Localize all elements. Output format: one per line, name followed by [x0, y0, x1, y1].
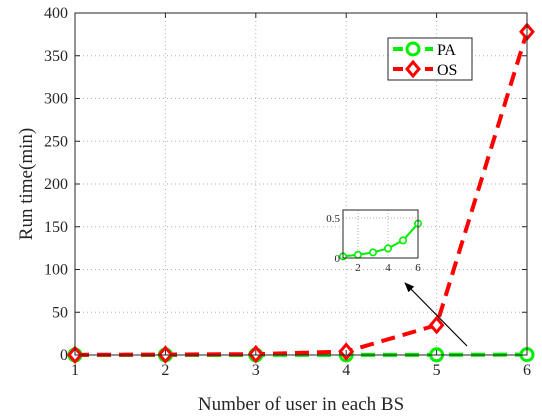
y-tick-label: 0 — [60, 347, 68, 364]
y-tick-label: 50 — [52, 304, 68, 321]
x-tick-label: 3 — [252, 362, 260, 379]
y-tick-label: 100 — [44, 262, 68, 279]
inset-tick-labels: 2 4 6 0 0.5 — [326, 213, 421, 274]
inset-x-tick-label: 4 — [385, 262, 391, 274]
legend-box — [387, 37, 473, 81]
inset-x-tick-label: 6 — [415, 262, 421, 274]
annotation-arrow — [404, 282, 468, 347]
ticks — [74, 12, 528, 356]
y-tick-label: 400 — [44, 5, 68, 22]
inset-chart: 2 4 6 0 0.5 — [326, 209, 422, 274]
inset-y-tick-label: 0 — [335, 253, 341, 265]
y-tick-label: 250 — [44, 133, 68, 150]
x-axis-title: Number of user in each BS — [198, 394, 404, 415]
y-tick-label: 200 — [44, 176, 68, 193]
x-tick-label: 1 — [71, 362, 79, 379]
inset-data-point — [398, 236, 407, 245]
inset-x-tick-label: 2 — [355, 262, 361, 274]
x-tick-label: 4 — [342, 362, 350, 379]
x-tick-label: 6 — [523, 362, 531, 379]
data-point-os — [428, 315, 445, 335]
y-tick-label: 350 — [44, 48, 68, 65]
y-tick-label: 300 — [44, 91, 68, 108]
inset-data-point — [383, 244, 392, 253]
inset-frame — [342, 209, 419, 259]
tick-labels: 1 2 3 4 5 6 0 50 100 150 200 250 300 350 400 — [44, 5, 531, 379]
y-axis-title: Run time(min) — [16, 128, 37, 240]
legend-marker-pa — [405, 41, 421, 57]
legend-label-pa: PA — [437, 42, 456, 59]
inset-data-point — [353, 250, 362, 259]
x-tick-label: 5 — [433, 362, 441, 379]
legend-label-os: OS — [437, 62, 457, 79]
legend: PA OS — [387, 37, 473, 81]
inset-y-tick-label: 0.5 — [326, 213, 340, 225]
x-tick-label: 2 — [161, 362, 169, 379]
inset-data-point — [368, 248, 377, 257]
y-tick-label: 150 — [44, 219, 68, 236]
legend-marker-os — [405, 59, 421, 79]
